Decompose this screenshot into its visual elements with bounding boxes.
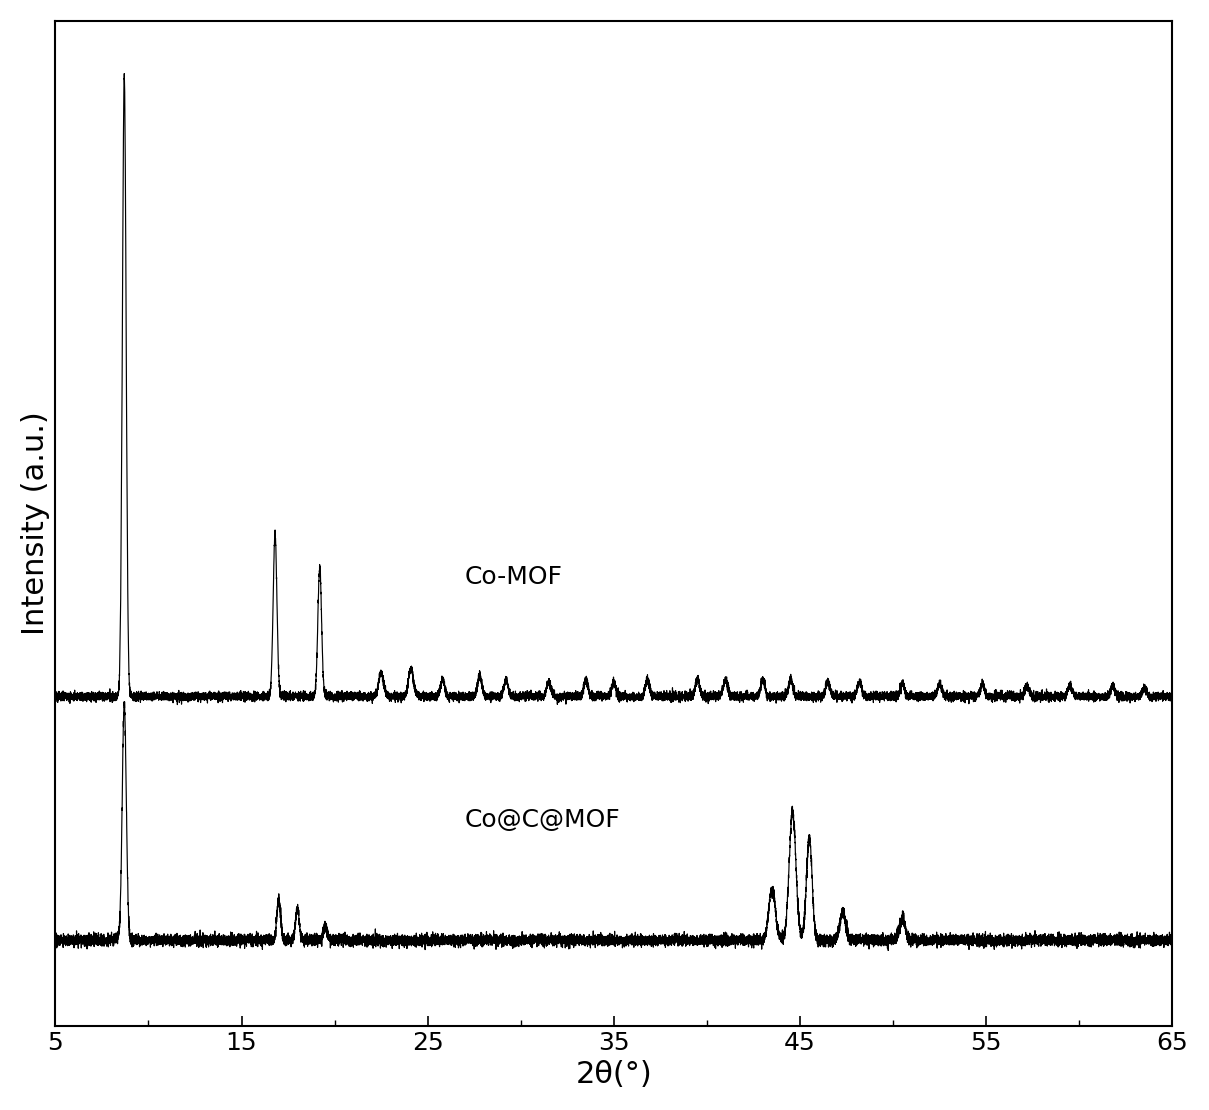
X-axis label: 2θ(°): 2θ(°) bbox=[575, 1060, 652, 1089]
Text: Co@C@MOF: Co@C@MOF bbox=[465, 808, 620, 832]
Y-axis label: Intensity (a.u.): Intensity (a.u.) bbox=[21, 412, 50, 635]
Text: Co-MOF: Co-MOF bbox=[465, 565, 563, 588]
